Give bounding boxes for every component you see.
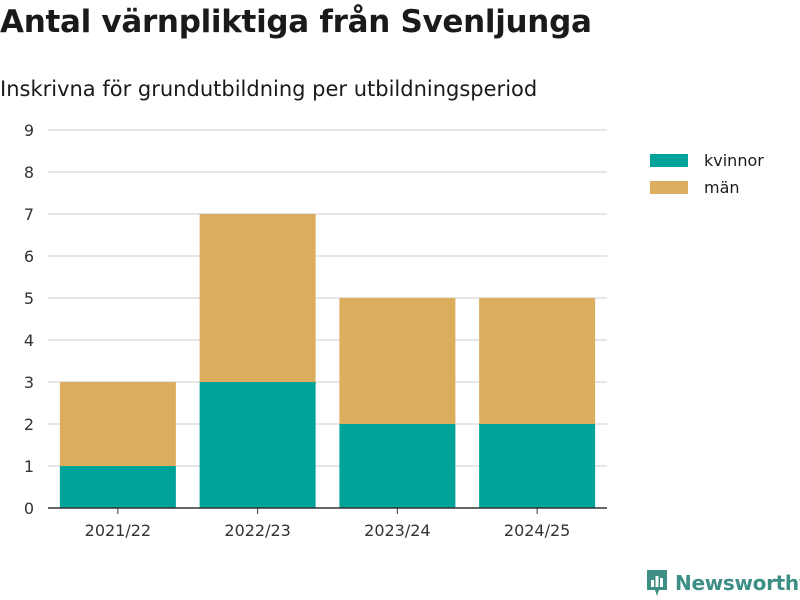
legend-swatch-kvinnor: [650, 154, 688, 167]
legend-swatch-man: [650, 181, 688, 194]
y-tick-label-6: 6: [24, 247, 34, 266]
newsworthy-logo-icon: [647, 570, 667, 596]
y-tick-label-9: 9: [24, 121, 34, 140]
x-tick-label-2024/25: 2024/25: [504, 521, 570, 540]
x-tick-label-2023/24: 2023/24: [364, 521, 430, 540]
chart-subtitle: Inskrivna för grundutbildning per utbild…: [0, 77, 538, 101]
x-tick-label-2022/23: 2022/23: [224, 521, 290, 540]
legend-item-kvinnor: kvinnor: [650, 147, 764, 174]
bar-män-2024/25: [479, 298, 596, 424]
legend: kvinnor män: [650, 147, 764, 201]
y-tick-label-8: 8: [24, 163, 34, 182]
brand-logo: Newsworthy: [645, 568, 800, 598]
y-tick-label-4: 4: [24, 331, 34, 350]
bar-kvinnor-2023/24: [339, 424, 456, 508]
x-tick-label-2021/22: 2021/22: [85, 521, 151, 540]
legend-item-man: män: [650, 174, 764, 201]
chart-title: Antal värnpliktiga från Svenljunga: [0, 4, 592, 40]
y-tick-label-2: 2: [24, 415, 34, 434]
bar-män-2021/22: [59, 382, 176, 466]
y-tick-label-0: 0: [24, 499, 34, 518]
y-tick-label-1: 1: [24, 457, 34, 476]
bar-kvinnor-2021/22: [59, 466, 176, 508]
legend-label-man: män: [704, 178, 740, 197]
y-tick-label-3: 3: [24, 373, 34, 392]
brand-name: Newsworthy: [675, 571, 800, 595]
y-tick-label-5: 5: [24, 289, 34, 308]
legend-label-kvinnor: kvinnor: [704, 151, 764, 170]
bar-kvinnor-2024/25: [479, 424, 596, 508]
bar-män-2023/24: [339, 298, 456, 424]
bar-män-2022/23: [199, 214, 316, 382]
bar-kvinnor-2022/23: [199, 382, 316, 508]
y-tick-label-7: 7: [24, 205, 34, 224]
